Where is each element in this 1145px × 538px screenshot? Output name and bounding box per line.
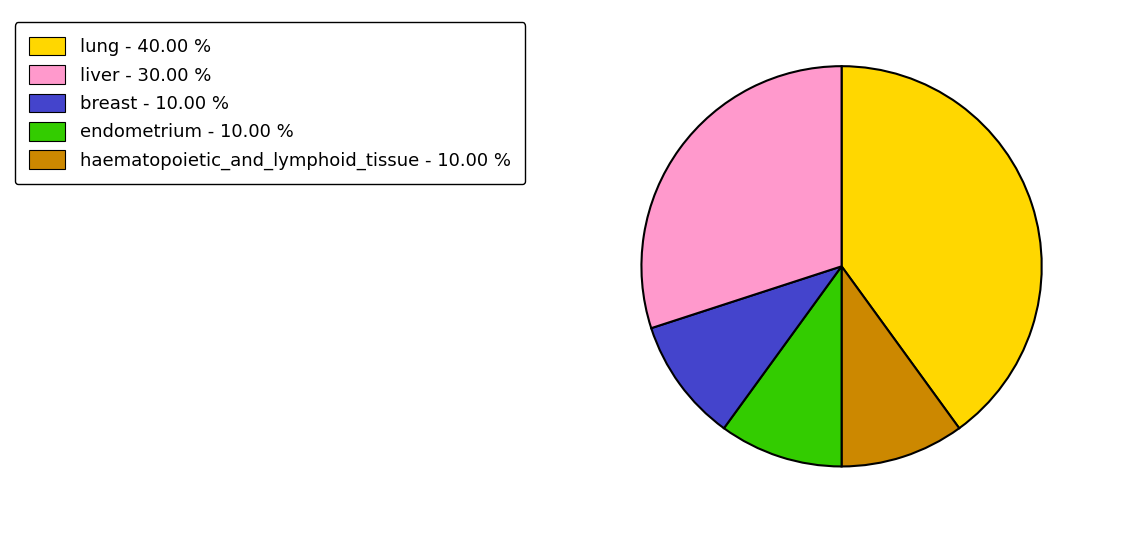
Wedge shape: [724, 266, 842, 466]
Wedge shape: [842, 66, 1042, 428]
Wedge shape: [641, 66, 842, 328]
Wedge shape: [842, 266, 960, 466]
Wedge shape: [652, 266, 842, 428]
Legend: lung - 40.00 %, liver - 30.00 %, breast - 10.00 %, endometrium - 10.00 %, haemat: lung - 40.00 %, liver - 30.00 %, breast …: [15, 23, 526, 185]
